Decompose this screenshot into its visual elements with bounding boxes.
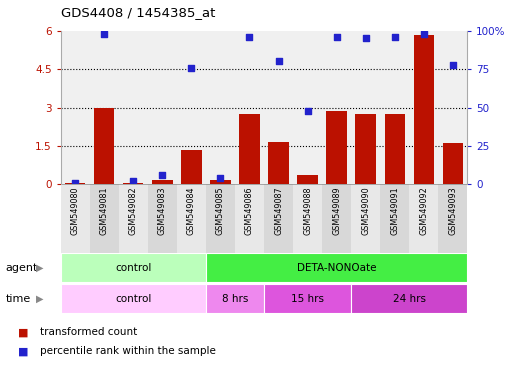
- Text: GSM549093: GSM549093: [448, 186, 457, 235]
- Bar: [90, 184, 119, 253]
- Text: GSM549091: GSM549091: [390, 186, 399, 235]
- Bar: [355, 114, 376, 184]
- Text: GDS4408 / 1454385_at: GDS4408 / 1454385_at: [61, 6, 215, 19]
- Text: ■: ■: [18, 327, 29, 337]
- Bar: [326, 111, 347, 184]
- Bar: [438, 184, 467, 253]
- Text: percentile rank within the sample: percentile rank within the sample: [40, 346, 215, 356]
- Text: 8 hrs: 8 hrs: [222, 293, 248, 304]
- Bar: [235, 184, 264, 253]
- Bar: [293, 184, 322, 253]
- Text: 24 hrs: 24 hrs: [393, 293, 426, 304]
- Bar: [65, 183, 86, 184]
- Point: [275, 58, 283, 65]
- Bar: [264, 284, 351, 313]
- Bar: [206, 184, 235, 253]
- Point: [449, 61, 457, 68]
- Text: GSM549088: GSM549088: [303, 186, 312, 235]
- Text: GSM549082: GSM549082: [129, 186, 138, 235]
- Text: agent: agent: [5, 263, 37, 273]
- Point: [129, 178, 138, 184]
- Text: GSM549089: GSM549089: [332, 186, 341, 235]
- Bar: [351, 184, 380, 253]
- Point: [100, 31, 109, 37]
- Point: [303, 108, 312, 114]
- Point: [420, 31, 428, 37]
- Text: GSM549086: GSM549086: [245, 186, 254, 235]
- Bar: [123, 183, 144, 184]
- Text: GSM549084: GSM549084: [187, 186, 196, 235]
- Bar: [239, 114, 260, 184]
- Text: GSM549080: GSM549080: [71, 186, 80, 235]
- Bar: [61, 284, 206, 313]
- Point: [158, 172, 167, 178]
- Bar: [94, 108, 115, 184]
- Text: control: control: [115, 293, 152, 304]
- Point: [333, 34, 341, 40]
- Text: GSM549081: GSM549081: [100, 186, 109, 235]
- Bar: [409, 184, 438, 253]
- Bar: [152, 180, 173, 184]
- Text: ▶: ▶: [36, 293, 43, 304]
- Text: GSM549090: GSM549090: [361, 186, 370, 235]
- Text: time: time: [5, 293, 31, 304]
- Bar: [61, 253, 206, 282]
- Point: [245, 34, 254, 40]
- Text: transformed count: transformed count: [40, 327, 137, 337]
- Text: GSM549092: GSM549092: [419, 186, 428, 235]
- Bar: [177, 184, 206, 253]
- Text: GSM549085: GSM549085: [216, 186, 225, 235]
- Point: [361, 35, 370, 41]
- Text: ■: ■: [18, 346, 29, 356]
- Point: [71, 180, 80, 186]
- Text: GSM549087: GSM549087: [274, 186, 283, 235]
- Text: control: control: [115, 263, 152, 273]
- Bar: [210, 180, 231, 184]
- Bar: [206, 284, 264, 313]
- Text: GSM549083: GSM549083: [158, 186, 167, 235]
- Text: 15 hrs: 15 hrs: [291, 293, 324, 304]
- Point: [391, 34, 399, 40]
- Bar: [206, 253, 467, 282]
- Bar: [119, 184, 148, 253]
- Point: [187, 65, 196, 71]
- Bar: [384, 114, 405, 184]
- Bar: [322, 184, 351, 253]
- Bar: [181, 150, 202, 184]
- Text: ▶: ▶: [36, 263, 43, 273]
- Bar: [148, 184, 177, 253]
- Bar: [351, 284, 467, 313]
- Bar: [268, 142, 289, 184]
- Bar: [442, 143, 463, 184]
- Point: [216, 175, 225, 181]
- Bar: [264, 184, 293, 253]
- Bar: [297, 175, 318, 184]
- Text: DETA-NONOate: DETA-NONOate: [297, 263, 376, 273]
- Bar: [413, 35, 434, 184]
- Bar: [61, 184, 90, 253]
- Bar: [380, 184, 409, 253]
